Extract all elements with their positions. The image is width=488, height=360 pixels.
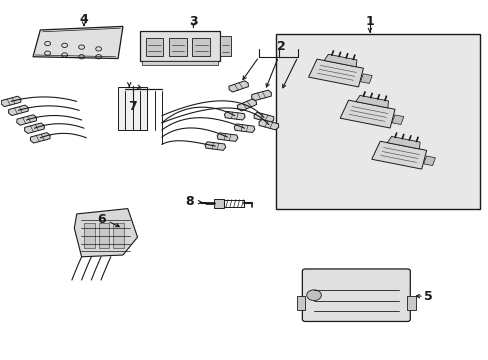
Polygon shape: [251, 90, 271, 100]
Polygon shape: [355, 95, 387, 108]
Text: 2: 2: [276, 40, 285, 53]
Bar: [276, 33, 479, 208]
Bar: [142, 61, 217, 65]
FancyBboxPatch shape: [302, 269, 409, 321]
Polygon shape: [8, 105, 28, 116]
Polygon shape: [217, 133, 237, 141]
Polygon shape: [423, 156, 434, 166]
Bar: [169, 38, 186, 56]
Text: 4: 4: [80, 13, 88, 26]
Polygon shape: [33, 26, 122, 59]
Text: 6: 6: [97, 213, 105, 226]
FancyBboxPatch shape: [140, 31, 220, 62]
Polygon shape: [224, 111, 244, 120]
Text: 7: 7: [128, 100, 137, 113]
Polygon shape: [1, 96, 21, 107]
Bar: [214, 199, 224, 207]
Bar: [192, 38, 209, 56]
Bar: [99, 223, 109, 248]
Text: 3: 3: [189, 15, 197, 28]
Polygon shape: [30, 132, 50, 143]
Text: 8: 8: [185, 195, 194, 208]
Polygon shape: [234, 124, 254, 132]
Polygon shape: [24, 123, 44, 134]
Bar: [220, 36, 230, 56]
Polygon shape: [391, 115, 403, 125]
Bar: [407, 296, 415, 310]
Polygon shape: [17, 115, 37, 125]
Polygon shape: [308, 59, 363, 87]
Polygon shape: [259, 120, 278, 130]
Bar: [296, 296, 305, 310]
Polygon shape: [74, 208, 137, 257]
Polygon shape: [228, 81, 248, 92]
Circle shape: [306, 290, 321, 301]
Text: 1: 1: [365, 14, 373, 27]
Bar: [118, 87, 147, 130]
Bar: [145, 38, 163, 56]
Polygon shape: [371, 141, 426, 169]
Polygon shape: [237, 99, 256, 111]
Polygon shape: [386, 136, 419, 149]
Bar: [84, 223, 95, 248]
Polygon shape: [360, 74, 371, 84]
Text: 5: 5: [423, 289, 432, 303]
Polygon shape: [204, 142, 225, 150]
Polygon shape: [340, 100, 394, 128]
Polygon shape: [254, 112, 273, 123]
Polygon shape: [324, 54, 356, 67]
Bar: [113, 223, 123, 248]
